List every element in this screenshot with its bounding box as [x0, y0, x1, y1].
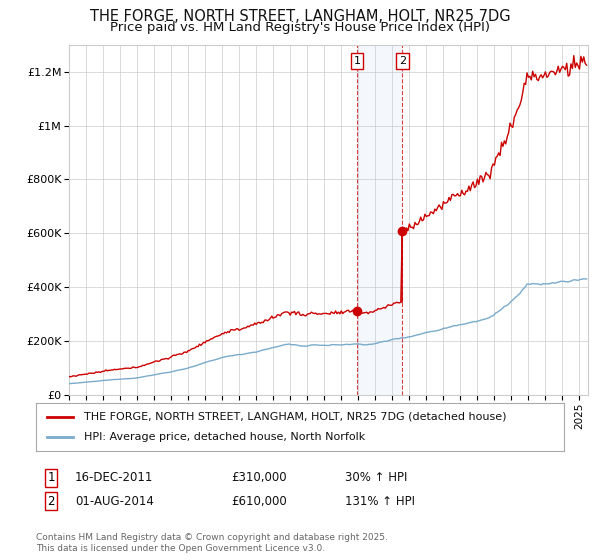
Text: 1: 1 [353, 56, 361, 66]
Text: 01-AUG-2014: 01-AUG-2014 [75, 494, 154, 508]
Text: THE FORGE, NORTH STREET, LANGHAM, HOLT, NR25 7DG (detached house): THE FORGE, NORTH STREET, LANGHAM, HOLT, … [83, 412, 506, 422]
Text: Price paid vs. HM Land Registry's House Price Index (HPI): Price paid vs. HM Land Registry's House … [110, 21, 490, 34]
Text: 1: 1 [47, 471, 55, 484]
Text: Contains HM Land Registry data © Crown copyright and database right 2025.
This d: Contains HM Land Registry data © Crown c… [36, 533, 388, 553]
Text: 131% ↑ HPI: 131% ↑ HPI [345, 494, 415, 508]
Text: HPI: Average price, detached house, North Norfolk: HPI: Average price, detached house, Nort… [83, 432, 365, 442]
Bar [357, 45, 402, 395]
Text: 16-DEC-2011: 16-DEC-2011 [75, 471, 154, 484]
Text: 2: 2 [398, 56, 406, 66]
Text: £610,000: £610,000 [231, 494, 287, 508]
Text: £310,000: £310,000 [231, 471, 287, 484]
Text: 2: 2 [47, 494, 55, 508]
Text: THE FORGE, NORTH STREET, LANGHAM, HOLT, NR25 7DG: THE FORGE, NORTH STREET, LANGHAM, HOLT, … [89, 9, 511, 24]
Text: 30% ↑ HPI: 30% ↑ HPI [345, 471, 407, 484]
